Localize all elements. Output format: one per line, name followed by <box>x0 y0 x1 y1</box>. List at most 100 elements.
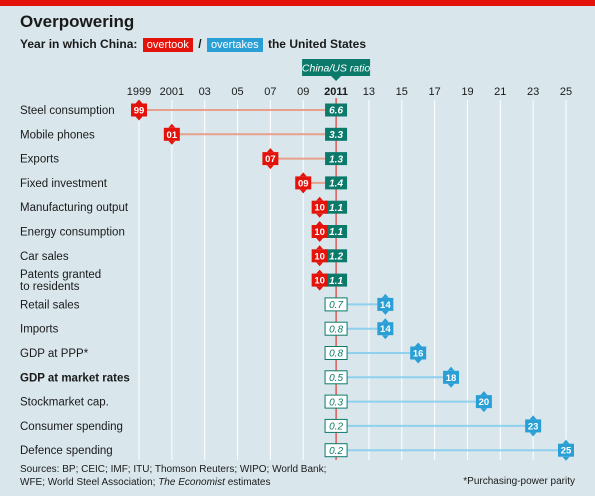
year-marker-car-sales-label: 10 <box>314 251 325 262</box>
year-marker-consumer-spending-top <box>529 415 537 420</box>
year-marker-mobile-phones-top <box>168 123 176 128</box>
year-marker-patents-granted-to-residents-bottom <box>316 286 324 291</box>
year-marker-gdp-at-ppp: 16 <box>410 342 427 364</box>
year-marker-steel-consumption: 99 <box>131 99 147 121</box>
ratio-box-retail-sales <box>324 297 348 312</box>
row-label-mobile-phones: Mobile phones <box>20 129 95 141</box>
row-label-steel-consumption: Steel consumption <box>20 105 115 117</box>
row-label-consumer-spending: Consumer spending <box>20 421 123 433</box>
year-marker-car-sales-bottom <box>316 262 324 267</box>
year-marker-steel-consumption-box <box>131 103 147 117</box>
ratio-value-energy-consumption: 1.1 <box>329 227 343 238</box>
ratio-header-box <box>302 59 371 76</box>
year-marker-manufacturing-output-top <box>316 196 324 201</box>
year-marker-patents-granted-to-residents-label: 10 <box>314 276 325 287</box>
ratio-header-label: China/US ratio <box>302 63 370 75</box>
year-marker-imports-top <box>381 318 389 323</box>
year-marker-exports-label: 07 <box>265 154 276 165</box>
year-marker-fixed-investment: 09 <box>295 172 312 194</box>
row-label-gdp-at-ppp: GDP at PPP* <box>20 348 89 360</box>
year-marker-gdp-at-market-rates-top <box>447 366 455 371</box>
year-marker-car-sales: 10 <box>311 245 328 267</box>
year-marker-fixed-investment-label: 09 <box>298 178 309 189</box>
ratio-value-car-sales: 1.2 <box>329 252 343 263</box>
ratio-box-steel-consumption <box>325 103 348 117</box>
x-tick-23: 23 <box>527 86 539 98</box>
subtitle-separator: / <box>198 37 202 51</box>
ratio-value-manufacturing-output: 1.1 <box>329 203 343 214</box>
footnote: *Purchasing-power parity <box>463 476 575 487</box>
year-marker-steel-consumption-top <box>135 99 143 104</box>
year-marker-energy-consumption: 10 <box>311 221 328 242</box>
year-marker-mobile-phones: 01 <box>163 123 180 145</box>
row-label-fixed-investment: Fixed investment <box>20 178 108 190</box>
ratio-box-energy-consumption <box>325 225 348 238</box>
x-tick-03: 03 <box>199 86 211 98</box>
ratio-box-gdp-at-ppp <box>324 346 348 360</box>
year-marker-gdp-at-market-rates: 18 <box>443 366 460 388</box>
year-marker-fixed-investment-bottom <box>299 189 307 194</box>
ratio-box-gdp-at-market-rates <box>324 370 348 385</box>
ratio-box-exports <box>325 152 348 166</box>
x-tick-1999: 1999 <box>127 86 151 98</box>
year-marker-retail-sales-label: 14 <box>380 300 391 311</box>
x-tick-13: 13 <box>363 86 375 98</box>
year-marker-gdp-at-market-rates-box <box>443 370 460 384</box>
year-marker-fixed-investment-box <box>295 176 312 190</box>
row-label-line: Patents granted <box>20 269 101 281</box>
row-label-retail-sales: Retail sales <box>20 299 80 311</box>
year-marker-gdp-at-market-rates-label: 18 <box>446 373 457 384</box>
ratio-value-steel-consumption: 6.6 <box>329 106 343 117</box>
ratio-box-fixed-investment <box>325 176 348 190</box>
sources-line-2: WFE; World Steel Association; The Econom… <box>20 476 326 489</box>
x-tick-2011: 2011 <box>324 86 348 98</box>
year-marker-consumer-spending-bottom <box>529 432 537 437</box>
year-marker-fixed-investment-top <box>299 172 307 177</box>
year-marker-mobile-phones-bottom <box>168 140 176 145</box>
ratio-box-car-sales <box>325 249 348 263</box>
year-marker-manufacturing-output-label: 10 <box>314 203 325 214</box>
ratio-value-retail-sales: 0.7 <box>329 300 343 311</box>
year-marker-imports: 14 <box>377 318 394 340</box>
x-tick-09: 09 <box>297 86 309 98</box>
ratio-value-exports: 1.3 <box>329 154 343 165</box>
year-marker-stockmarket-cap-top <box>480 391 488 396</box>
year-marker-manufacturing-output-bottom <box>316 213 324 218</box>
ratio-value-mobile-phones: 3.3 <box>329 130 343 141</box>
sources-line-2-suffix: estimates <box>227 477 271 488</box>
year-marker-mobile-phones-label: 01 <box>167 130 178 141</box>
ratio-value-stockmarket-cap: 0.3 <box>329 397 343 408</box>
year-marker-defence-spending: 25 <box>558 439 574 461</box>
year-marker-patents-granted-to-residents-top <box>316 269 324 274</box>
chart-title: Overpowering <box>20 12 135 31</box>
row-label-stockmarket-cap: Stockmarket cap. <box>20 397 109 409</box>
ratio-box-consumer-spending <box>324 418 348 433</box>
row-label-patents-granted-to-residents: Patents granted to residents <box>20 269 101 293</box>
row-label-defence-spending: Defence spending <box>20 445 113 457</box>
x-tick-17: 17 <box>428 86 440 98</box>
year-marker-energy-consumption-bottom <box>316 238 324 242</box>
year-marker-defence-spending-label: 25 <box>561 446 572 457</box>
year-marker-patents-granted-to-residents-box <box>311 273 328 287</box>
legend-overtook-chip: overtook <box>142 38 193 52</box>
year-marker-consumer-spending-label: 23 <box>528 421 539 432</box>
year-marker-retail-sales: 14 <box>377 293 394 315</box>
year-marker-stockmarket-cap: 20 <box>475 391 492 413</box>
year-marker-steel-consumption-bottom <box>135 116 143 121</box>
x-tick-2001: 2001 <box>160 86 184 98</box>
year-marker-retail-sales-bottom <box>381 310 389 315</box>
row-label-manufacturing-output: Manufacturing output <box>20 202 129 214</box>
year-marker-gdp-at-ppp-box <box>410 346 427 360</box>
year-marker-manufacturing-output: 10 <box>311 196 328 218</box>
year-marker-exports: 07 <box>262 148 279 170</box>
year-marker-energy-consumption-label: 10 <box>314 227 325 238</box>
ratio-value-defence-spending: 0.2 <box>329 446 343 457</box>
year-marker-defence-spending-bottom <box>562 456 570 461</box>
year-marker-gdp-at-ppp-bottom <box>414 359 422 364</box>
row-label-imports: Imports <box>20 324 59 336</box>
year-marker-retail-sales-box <box>377 297 394 311</box>
sources-publication: The Economist <box>158 477 225 488</box>
legend-overtakes-chip: overtakes <box>206 38 263 52</box>
ratio-value-gdp-at-market-rates: 0.5 <box>329 373 343 384</box>
